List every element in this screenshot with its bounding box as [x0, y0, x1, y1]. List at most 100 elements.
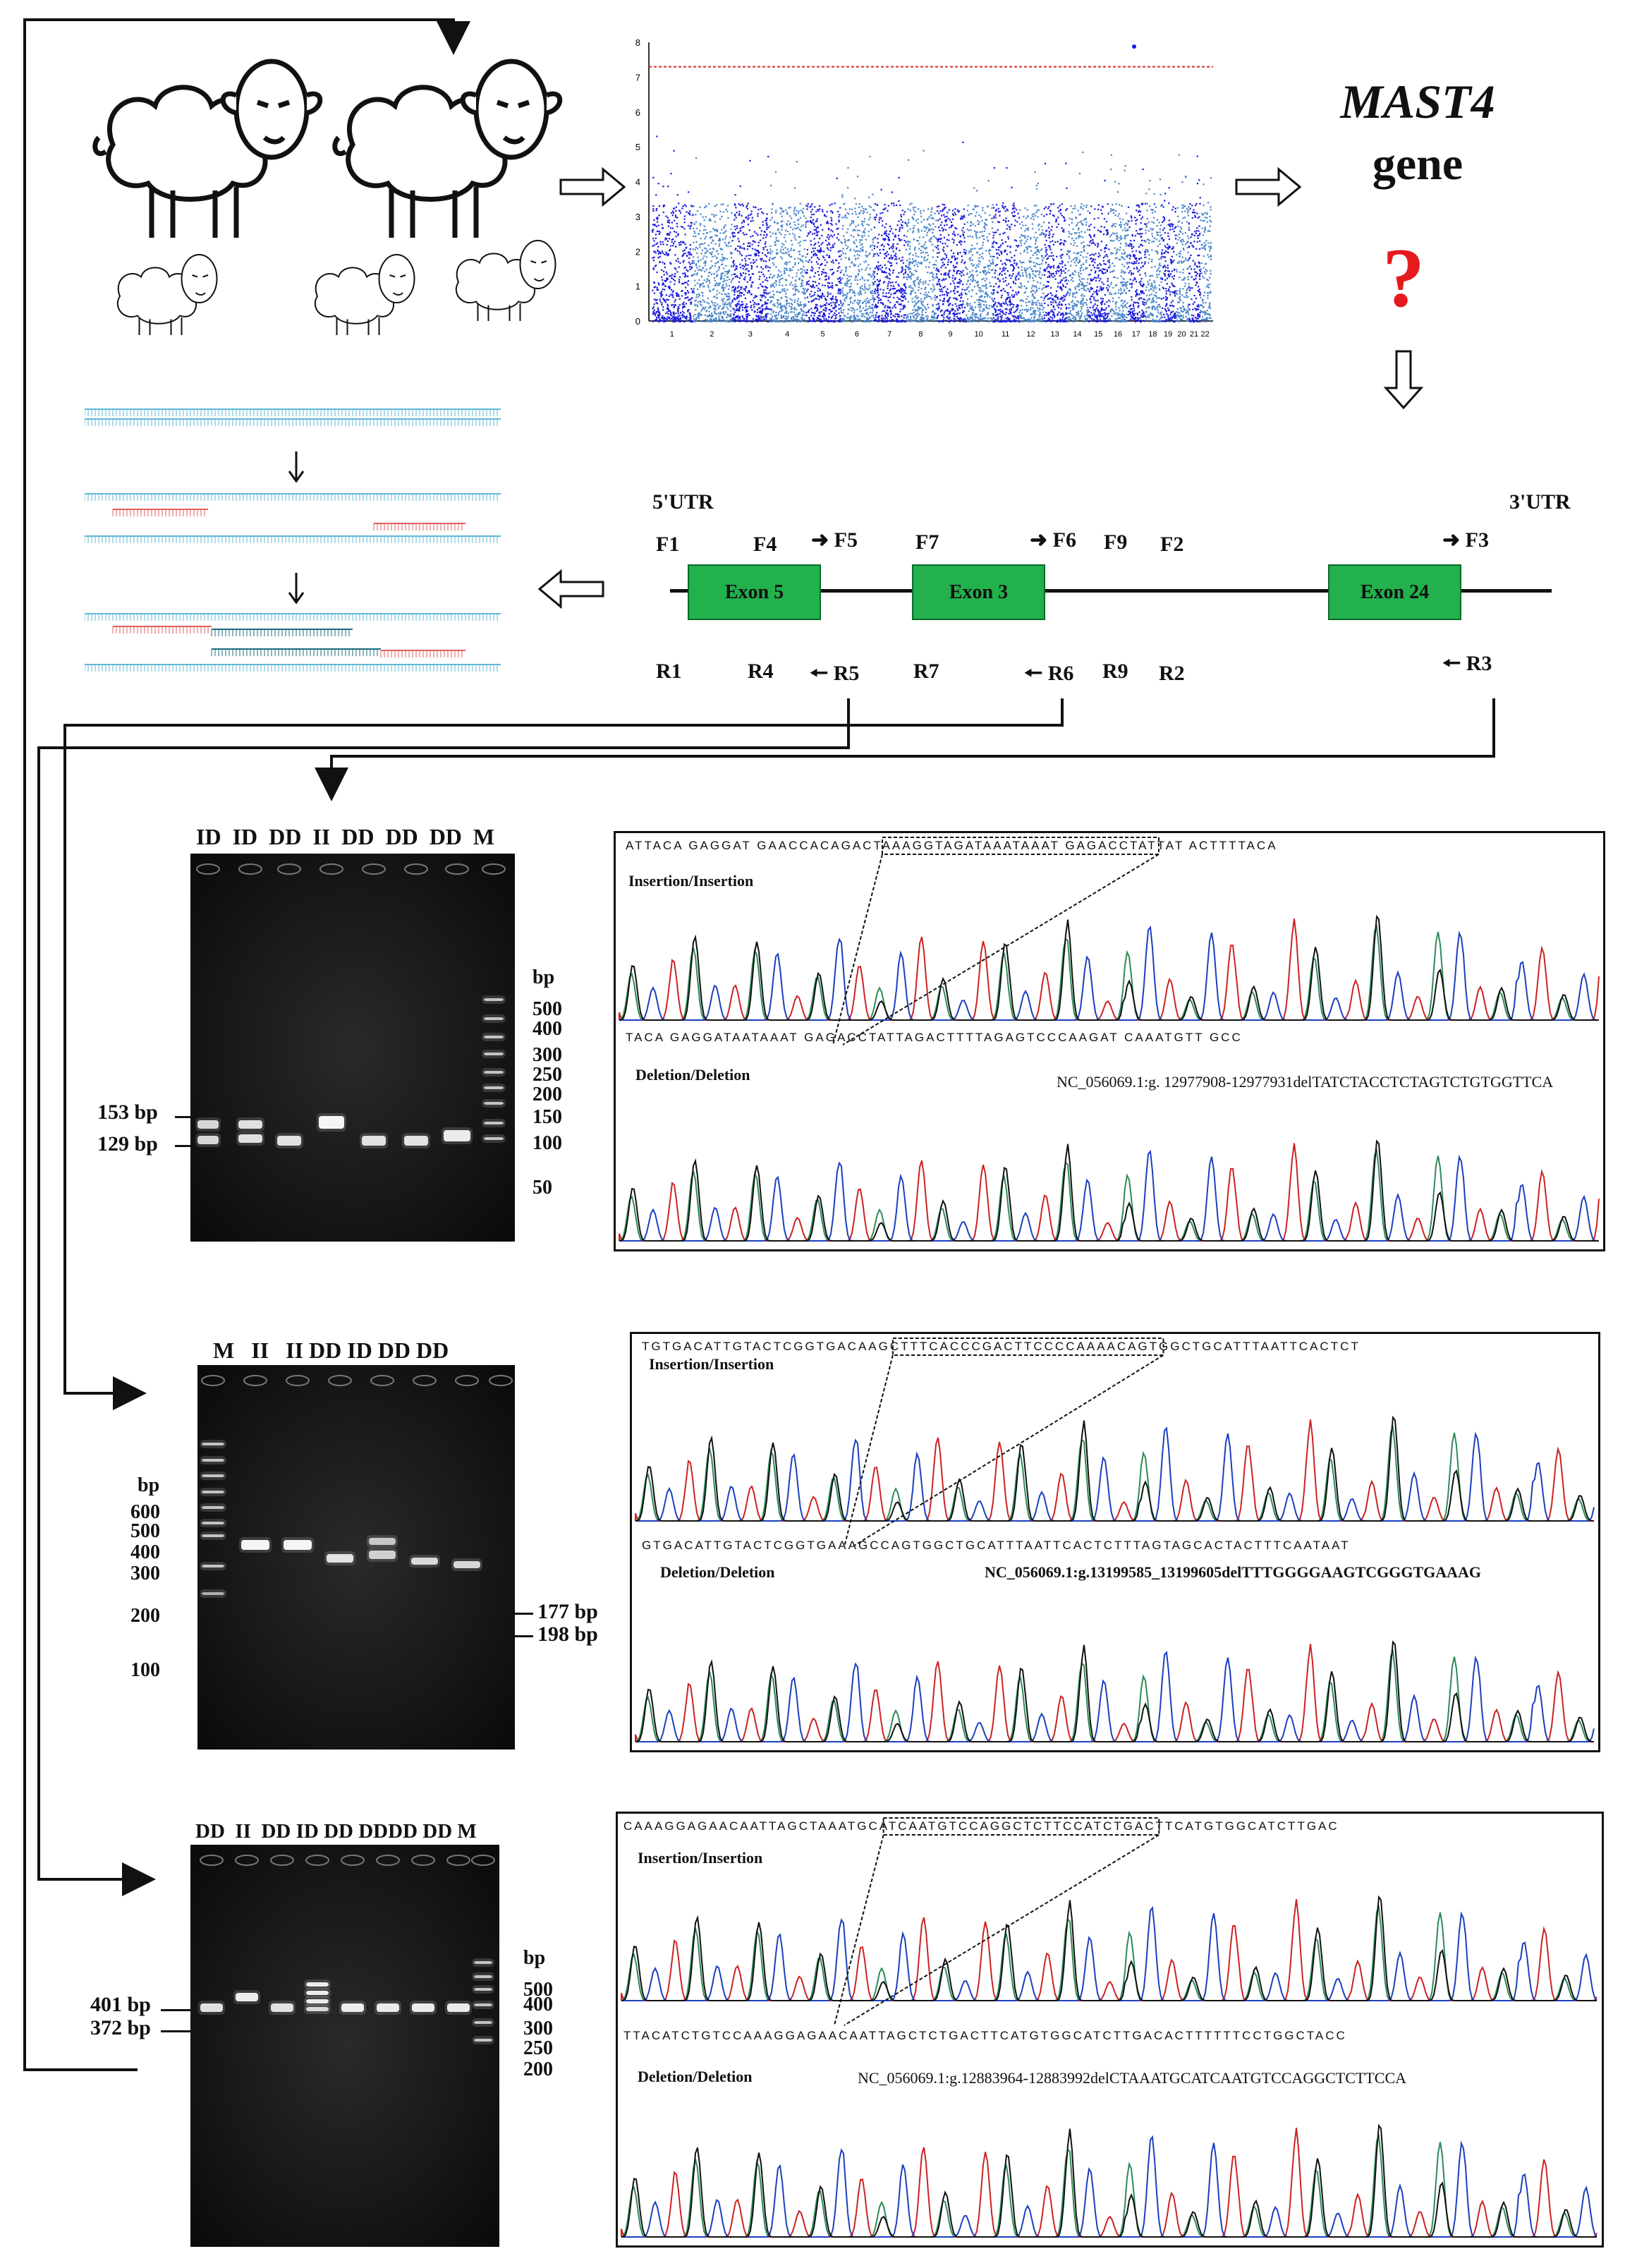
gel-band [484, 1053, 504, 1055]
chromosome-label: 9 [948, 330, 952, 339]
gel-well [471, 1855, 495, 1866]
gel-band [474, 1961, 492, 1964]
pcr-schematic [85, 408, 501, 672]
gel-band [484, 1086, 504, 1089]
primer-R5: 🠔 R5 [810, 662, 860, 685]
gel-band [341, 2003, 364, 2012]
mutation-name: NC_056069.1:g.12883964-12883992delCTAAAT… [858, 2069, 1407, 2087]
chromatogram-trace [635, 1649, 1594, 1742]
gel-band [197, 1120, 219, 1129]
gel-well [277, 863, 301, 875]
chromatogram: CAAAGGAGAACAATTAGCTAAATGCATCAATGTCCAGGCT… [616, 1812, 1604, 2248]
utr3-label: 3'UTR [1509, 490, 1571, 514]
chromatogram-trace [621, 1895, 1597, 2001]
marker-ladder-label: 100 [130, 1659, 160, 1681]
marker-ladder-label: 200 [532, 1084, 562, 1105]
marker-unit: bp [523, 1947, 546, 1969]
gel-band [238, 1134, 262, 1143]
chromosome-label: 11 [1002, 330, 1009, 339]
y-tick-label: 2 [635, 246, 640, 257]
gel-band [241, 1540, 269, 1550]
y-tick-label: 5 [635, 142, 640, 152]
gel-band [202, 1592, 224, 1595]
gel-band [202, 1534, 224, 1537]
marker-ladder-label: 100 [532, 1132, 562, 1154]
gel-band [412, 2003, 434, 2012]
primer-R6: 🠔 R6 [1024, 662, 1074, 685]
gel-well [200, 1855, 224, 1866]
gel-band [484, 1017, 504, 1020]
chromosome-label: 16 [1114, 330, 1122, 339]
gel-band [202, 1443, 224, 1445]
deletion-label: Deletion/Deletion [660, 1563, 775, 1581]
gel-well [201, 1375, 225, 1386]
lane-header: M II II DD ID DD DD [213, 1338, 449, 1363]
chromatogram-trace [621, 2123, 1597, 2238]
chromatogram-trace [635, 1640, 1595, 1742]
gel-band [306, 1982, 329, 1987]
chromatogram-trace [621, 2133, 1597, 2238]
chromatogram-trace [619, 925, 1599, 1021]
primer-R2: R2 [1159, 662, 1185, 685]
gel-band [404, 1136, 428, 1146]
chromosome-label: 10 [975, 330, 983, 339]
chromosome-label: 6 [855, 330, 859, 339]
gel-band [306, 1991, 329, 1995]
mutation-name: NC_056069.1:g.13199585_13199605delTTTGGG… [985, 1563, 1482, 1581]
marker-unit: bp [138, 1474, 160, 1496]
gel-well [376, 1855, 400, 1866]
gel-well [362, 863, 386, 875]
chromatogram-trace [621, 1899, 1597, 2001]
lane-header: DD II DD ID DD DDDD DD M [195, 1820, 477, 1843]
marker-ladder-label: 200 [130, 1605, 160, 1627]
chromosome-label: 8 [918, 330, 923, 339]
gel-band [202, 1565, 224, 1567]
marker-ladder-label: 400 [523, 1994, 553, 2015]
chromosome-label: 7 [887, 330, 891, 339]
gel-well [319, 863, 343, 875]
chromosome-label: 22 [1200, 330, 1209, 339]
gel-band [369, 1551, 396, 1559]
gel-band [202, 1474, 224, 1477]
marker-ladder-label: 300 [523, 2018, 553, 2039]
marker-ladder-label: 500 [532, 998, 562, 1020]
gel-band [484, 1071, 504, 1074]
gel-well [238, 863, 262, 875]
sequence-mid: TTACATCTGTCCAAAGGAGAACAATTAGCTCTGACTTCAT… [623, 2029, 1347, 2042]
gel-band [484, 1036, 504, 1038]
gel-image [197, 1365, 515, 1749]
gel-band [238, 1120, 262, 1129]
gel-well [328, 1375, 352, 1386]
gel-well [196, 863, 220, 875]
gel-band [447, 2003, 470, 2012]
gel-band [202, 1522, 224, 1524]
gel-band [236, 1993, 258, 2001]
gel-band [271, 2003, 293, 2012]
y-tick-label: 1 [635, 281, 640, 292]
gel-band [202, 1459, 224, 1462]
gel-band [444, 1130, 470, 1141]
y-tick-label: 8 [635, 37, 640, 48]
y-tick-label: 3 [635, 212, 640, 222]
chromatogram-trace [621, 2135, 1597, 2238]
gel-image [190, 1845, 499, 2247]
sequence-top: TGTGACATTGTACTCGGTGACAAGCTTTCACCCGACTTCC… [642, 1340, 1361, 1353]
deleted-region-box [882, 1817, 1160, 1836]
gel-band [319, 1116, 344, 1129]
chromosome-label: 3 [748, 330, 753, 339]
y-tick-label: 0 [635, 316, 640, 327]
deleted-region-box [882, 837, 1160, 855]
gene-backbone [670, 589, 1552, 593]
chromosome-label: 14 [1073, 330, 1081, 339]
mutation-name: NC_056069.1:g. 12977908-12977931delTATCT… [1057, 1073, 1554, 1091]
marker-ladder-label: 50 [532, 1177, 552, 1199]
chromatogram: ATTACA GAGGAT GAACCACAGACTAAAGGTAGATAAAT… [614, 831, 1605, 1251]
gel-well [411, 1855, 435, 1866]
gel-band [327, 1554, 353, 1563]
marker-ladder-label: 250 [523, 2037, 553, 2059]
chromatogram-trace [619, 1149, 1599, 1242]
primer-F2: F2 [1160, 533, 1184, 556]
gel-well [404, 863, 428, 875]
gel-band [474, 1988, 492, 1991]
sheep-group [92, 59, 563, 335]
